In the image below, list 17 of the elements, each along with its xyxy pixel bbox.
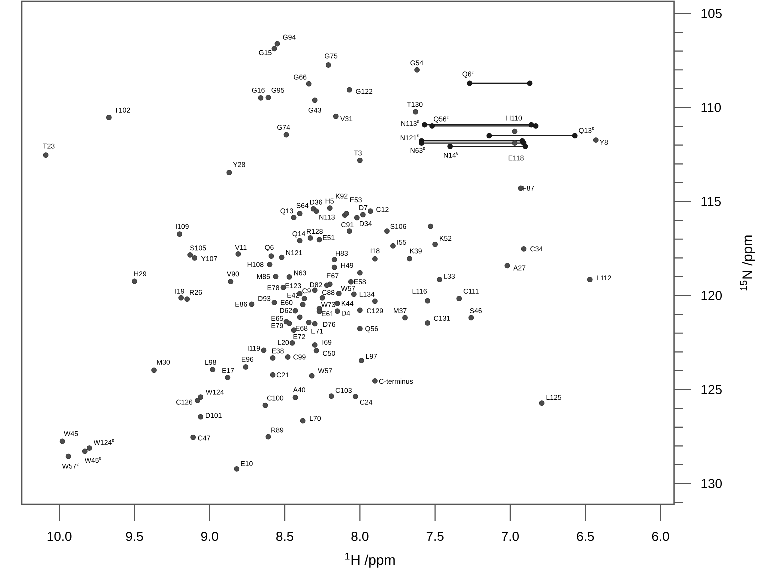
- x-tick-label: 9.5: [126, 532, 144, 542]
- x-tick-label: 8.5: [276, 532, 294, 542]
- y-tick-label: 120: [702, 291, 722, 300]
- y-tick-label: 115: [702, 197, 721, 206]
- y-axis-title: $^{15}$N /ppm: [740, 236, 756, 291]
- x-tick-label: 6.5: [577, 532, 594, 542]
- y-tick-label: 110: [702, 103, 722, 112]
- y-tick-label: 105: [702, 9, 722, 18]
- x-tick-label: 10.0: [48, 532, 72, 542]
- x-tick-label: 7.0: [502, 532, 519, 542]
- x-tick-label: 9.0: [201, 532, 218, 542]
- x-tick-label: 7.5: [426, 532, 444, 542]
- x-tick-label: 6.0: [652, 532, 670, 542]
- x-axis-title: $^{1}$H /ppm: [346, 553, 395, 568]
- y-tick-label: 125: [702, 385, 722, 394]
- y-tick-label: 130: [702, 479, 722, 488]
- x-tick-label: 8.0: [352, 532, 369, 542]
